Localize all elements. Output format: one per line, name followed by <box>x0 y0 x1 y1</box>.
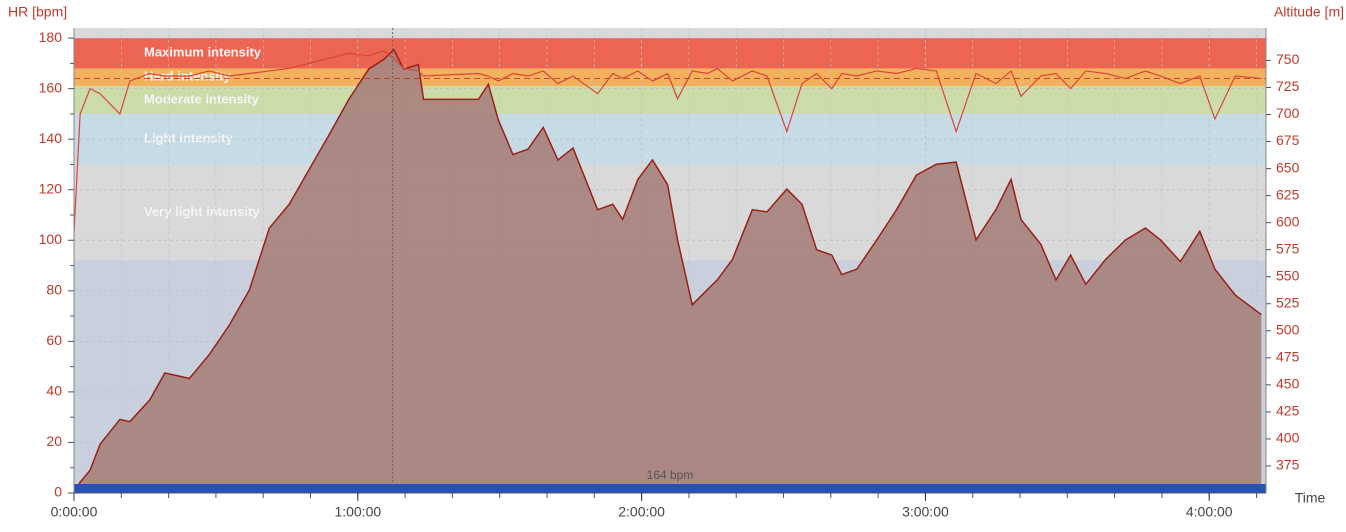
y-tick-label: 60 <box>46 332 62 348</box>
y-tick-label: 160 <box>39 79 63 95</box>
y2-tick-label: 550 <box>1276 267 1300 283</box>
y-tick-label: 120 <box>39 180 63 196</box>
y-axis-title: HR [bpm] <box>8 4 67 20</box>
y-tick-label: 140 <box>39 130 63 146</box>
y2-axis-title: Altitude [m] <box>1274 4 1344 20</box>
altitude-line <box>73 48 1262 494</box>
x-tick-label: 0:00:00 <box>51 504 98 520</box>
y2-tick-label: 750 <box>1276 51 1300 67</box>
y2-tick-label: 625 <box>1276 186 1300 202</box>
y2-tick-label: 500 <box>1276 321 1300 337</box>
y2-tick-label: 450 <box>1276 376 1300 392</box>
zone-label: Very light intensity <box>144 204 260 219</box>
y2-tick-label: 675 <box>1276 132 1300 148</box>
y-tick-label: 100 <box>39 231 63 247</box>
hr-line <box>73 50 1262 233</box>
y-tick-label: 0 <box>54 484 62 500</box>
average-label: 164 bpm <box>647 468 694 482</box>
bottom-bar <box>74 484 1266 493</box>
y2-tick-label: 600 <box>1276 213 1300 229</box>
zone-label: Moderate intensity <box>144 91 260 106</box>
y2-tick-label: 475 <box>1276 349 1300 365</box>
y-tick-label: 40 <box>46 383 62 399</box>
y2-tick-label: 400 <box>1276 430 1300 446</box>
y2-tick-label: 700 <box>1276 105 1300 121</box>
x-tick-label: 2:00:00 <box>618 504 665 520</box>
x-tick-label: 4:00:00 <box>1186 504 1233 520</box>
zone-label: Light intensity <box>144 131 234 146</box>
y2-tick-label: 375 <box>1276 457 1300 473</box>
y2-tick-label: 425 <box>1276 403 1300 419</box>
y2-tick-label: 725 <box>1276 78 1300 94</box>
x-axis-title: Time <box>1295 490 1326 506</box>
y-tick-label: 80 <box>46 282 62 298</box>
x-tick-label: 3:00:00 <box>902 504 949 520</box>
x-tick-label: 1:00:00 <box>334 504 381 520</box>
zone-label: Maximum intensity <box>144 45 262 60</box>
y2-tick-label: 525 <box>1276 294 1300 310</box>
y2-tick-label: 650 <box>1276 159 1300 175</box>
y-tick-label: 20 <box>46 433 62 449</box>
y-tick-label: 180 <box>39 29 63 45</box>
y2-tick-label: 575 <box>1276 240 1300 256</box>
altitude-area <box>74 49 1262 494</box>
